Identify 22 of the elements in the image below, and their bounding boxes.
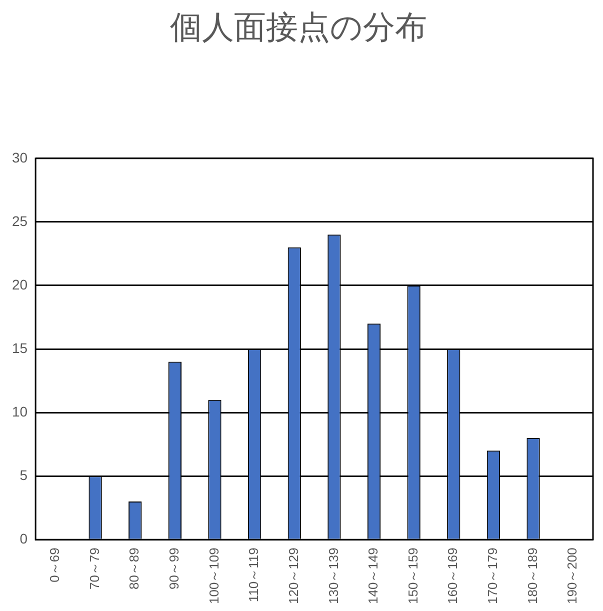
x-tick-label: 150～159 (405, 548, 420, 604)
x-tick-label: 180～189 (524, 548, 540, 604)
x-tick-label: 120～129 (286, 548, 301, 604)
x-tick-label: 0～69 (47, 548, 62, 582)
x-tick-label: 130～139 (326, 548, 341, 604)
x-tick-label: 90～99 (166, 548, 182, 590)
x-tick-label: 100～109 (206, 548, 222, 604)
y-tick-label: 25 (12, 212, 28, 229)
y-tick-label: 15 (12, 340, 28, 356)
chart-title: 個人面接点の分布 (170, 9, 427, 46)
x-tick-label: 160～169 (445, 548, 460, 604)
y-tick-label: 20 (12, 276, 28, 292)
y-tick-label: 0 (20, 530, 28, 546)
x-tick-label: 110～119 (246, 548, 262, 602)
y-tick-label: 5 (20, 466, 28, 483)
x-tick-label: 140～149 (366, 548, 381, 604)
y-tick-label: 30 (12, 149, 28, 166)
y-tick-label: 10 (12, 403, 28, 420)
x-tick-label: 80～89 (126, 548, 142, 590)
x-tick-label: 70～79 (86, 548, 102, 590)
x-tick-label: 170～179 (485, 548, 500, 604)
x-tick-label: 190～200 (564, 548, 580, 604)
